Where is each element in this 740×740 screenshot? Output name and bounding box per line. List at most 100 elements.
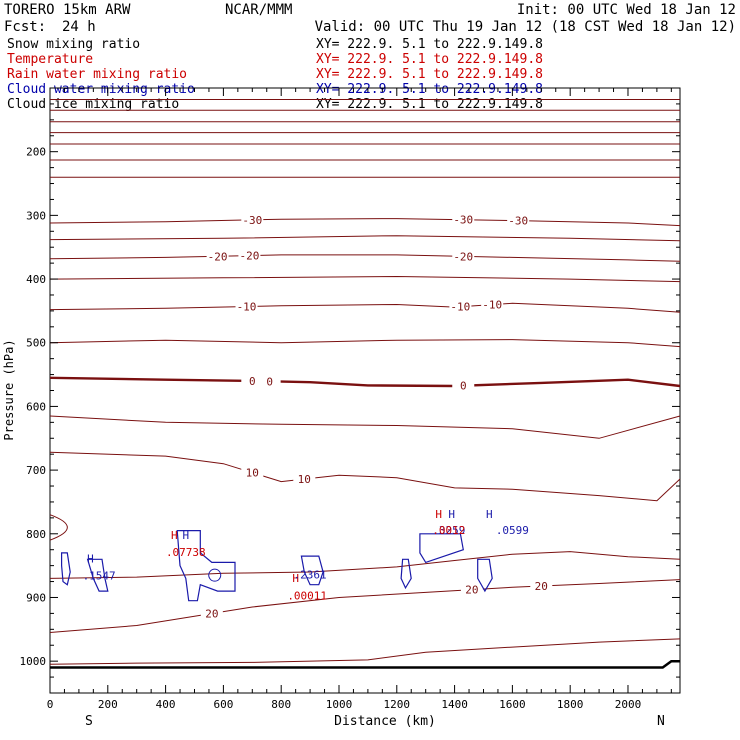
- isotherm-label: 0: [266, 375, 273, 388]
- isotherm-label: 10: [298, 473, 311, 486]
- isotherm-line: [49, 275, 681, 283]
- rain-contour: [49, 514, 68, 541]
- y-tick-label: 200: [26, 146, 46, 159]
- cloud-water-contour: [477, 558, 493, 593]
- x-axis-label: Distance (km): [334, 714, 436, 729]
- cloud-water-contour: [419, 533, 464, 564]
- cloud-water-contour: [208, 568, 222, 582]
- x-tick-label: 1800: [557, 698, 584, 711]
- isotherm-label-bg: [507, 214, 530, 227]
- surface-line-path: [50, 659, 680, 669]
- isotherm-label: -20: [208, 250, 228, 263]
- isotherm-label: -10: [237, 301, 257, 314]
- isotherm-label-bg: [530, 580, 553, 593]
- isotherm-label-bg: [452, 213, 475, 226]
- center-title: NCAR/MMM: [225, 2, 292, 18]
- y-tick-label: 600: [26, 400, 46, 413]
- y-tick-label: 900: [26, 591, 46, 604]
- high-marker: H: [171, 529, 178, 542]
- high-marker: H: [87, 552, 94, 565]
- cloud-water-contour: [61, 552, 71, 586]
- isotherm-label-bg: [241, 374, 264, 387]
- isotherm-label-bg: [238, 249, 261, 262]
- isotherm-label-bg: [206, 250, 229, 263]
- y-tick-label: 1000: [20, 655, 47, 668]
- rain-max-label: .07738: [166, 546, 206, 559]
- north-end-label: N: [657, 714, 665, 729]
- y-tick-label: 400: [26, 273, 46, 286]
- high-marker: H: [292, 572, 299, 585]
- isotherm-line: [49, 218, 681, 227]
- isotherm-label-bg: [481, 298, 504, 311]
- forecast-label: Fcst:: [4, 19, 46, 35]
- isotherm-label: 10: [246, 467, 259, 480]
- isotherm-label-bg: [241, 466, 264, 479]
- y-tick-label: 700: [26, 464, 46, 477]
- x-tick-label: 400: [156, 698, 176, 711]
- isotherm-label-bg: [449, 300, 472, 313]
- cloud-water-contour: [400, 558, 412, 590]
- rain-max-label: .0012: [432, 524, 465, 537]
- south-end-label: S: [85, 714, 93, 729]
- isotherm-label: 0: [460, 380, 467, 393]
- forecast-hour: 24 h: [62, 19, 96, 35]
- isotherm-line: [49, 551, 681, 579]
- rain-max-label: .00011: [287, 589, 327, 602]
- isotherm-line: [49, 302, 681, 313]
- surface-line: [50, 659, 680, 669]
- high-marker: H: [486, 508, 493, 521]
- y-tick-label: 500: [26, 337, 46, 350]
- y-tick-label: 800: [26, 528, 46, 541]
- cloud-water-contour: [176, 530, 236, 602]
- legend-label: Snow mixing ratio: [7, 37, 140, 52]
- isotherm-label: -30: [242, 214, 262, 227]
- isotherm-line: [49, 579, 681, 633]
- isotherm-label-bg: [293, 473, 316, 486]
- extrema-labels: HH HHH H H.1547.2361.3259.0599.07738.00011.…: [83, 508, 529, 603]
- isotherm-label: 20: [205, 607, 218, 620]
- legend-label: Rain water mixing ratio: [7, 67, 187, 82]
- isotherm-label: -20: [453, 250, 473, 263]
- high-marker: H: [435, 508, 442, 521]
- cloud-contours: [49, 514, 493, 602]
- isotherm-label-bg: [200, 607, 223, 620]
- legend-xy-range: XY= 222.9. 5.1 to 222.9.149.8: [316, 97, 543, 112]
- legend-xy-range: XY= 222.9. 5.1 to 222.9.149.8: [316, 82, 543, 97]
- cloud-water-contour: [300, 555, 324, 586]
- legend-xy-range: XY= 222.9. 5.1 to 222.9.149.8: [316, 52, 543, 67]
- isotherm-label-bg: [452, 379, 475, 392]
- cloud-water-max-label: .3259: [432, 524, 465, 537]
- valid-time: Valid: 00 UTC Thu 19 Jan 12 (18 CST Wed …: [315, 19, 736, 35]
- legend: Snow mixing ratio XY= 222.9. 5.1 to 222.9…: [7, 37, 543, 112]
- legend-xy-range: XY= 222.9. 5.1 to 222.9.149.8: [316, 37, 543, 52]
- isotherm-label-bg: [235, 300, 258, 313]
- isotherm-line: [49, 376, 681, 388]
- cloud-water-max-label: .0599: [496, 524, 529, 537]
- isotherm-label-bg: [460, 583, 483, 596]
- isotherm-line: [49, 339, 681, 348]
- legend-label: Cloud water mixing ratio: [7, 82, 195, 97]
- isotherm-label: 20: [535, 580, 548, 593]
- model-title: TORERO 15km ARW: [4, 2, 131, 18]
- legend-label: Temperature: [7, 52, 93, 67]
- high-marker: H: [448, 508, 455, 521]
- isotherm-label-bg: [241, 213, 264, 226]
- isotherm-line: [49, 638, 681, 665]
- isotherm-label: -30: [508, 215, 528, 228]
- x-tick-label: 800: [271, 698, 291, 711]
- axes: 0 200 400 600 800 1000 1200 1400 1600 1800 2000200…: [20, 88, 680, 711]
- cloud-water-max-label: .1547: [83, 570, 116, 583]
- x-tick-label: 1400: [441, 698, 468, 711]
- x-tick-label: 200: [98, 698, 118, 711]
- x-tick-label: 0: [47, 698, 54, 711]
- isotherm-label: -10: [450, 301, 470, 314]
- cloud-water-contour: [86, 558, 109, 592]
- isotherm-label-bg: [258, 375, 281, 388]
- x-tick-label: 1600: [499, 698, 526, 711]
- cloud-water-max-label: .2361: [294, 568, 327, 581]
- isotherm-line: [49, 235, 681, 242]
- high-marker: H: [183, 529, 190, 542]
